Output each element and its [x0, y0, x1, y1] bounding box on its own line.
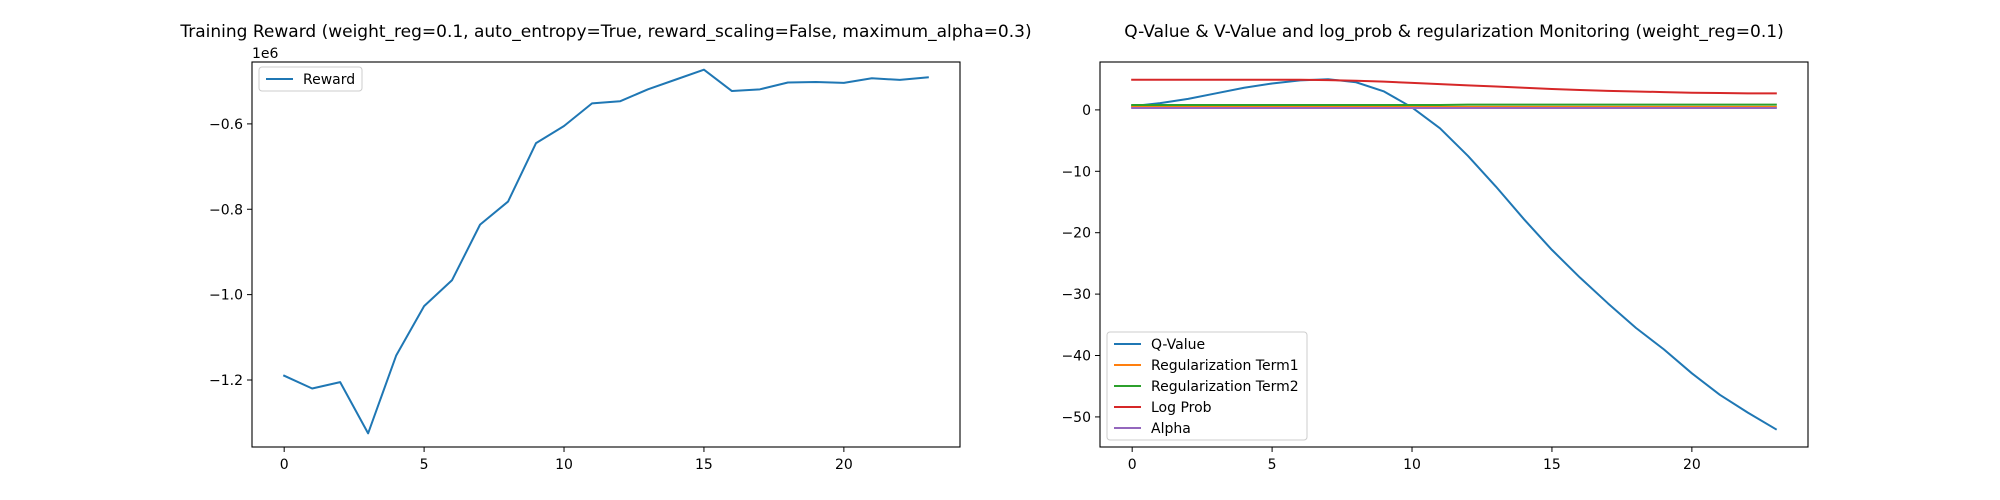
y-tick-label: −30	[1061, 287, 1091, 303]
x-tick-label: 20	[1683, 457, 1701, 473]
y-tick-label: −40	[1061, 349, 1091, 365]
legend-label-log-prob: Log Prob	[1151, 400, 1212, 416]
legend-label-alpha: Alpha	[1151, 421, 1191, 437]
x-tick-label: 5	[1268, 457, 1277, 473]
x-tick-label: 0	[280, 457, 289, 473]
y-offset-label: 1e6	[252, 46, 279, 62]
chart-title: Training Reward (weight_reg=0.1, auto_en…	[179, 22, 1031, 42]
reward-panel: 0 5 10 15 20 −1.2 −1.0 −0.8 −0.6 1e6 Training Rewa…	[179, 22, 1031, 473]
legend-label-regularization-term2: Regularization Term2	[1151, 379, 1299, 395]
y-tick-label: −1.0	[209, 288, 243, 304]
legend: Q-Value Regularization Term1 Regularizatio…	[1106, 331, 1308, 441]
series-lines	[1131, 78, 1778, 431]
series-line-log-prob	[1131, 78, 1777, 95]
x-tick-label: 0	[1128, 457, 1137, 473]
y-tick-label: 0	[1082, 103, 1091, 119]
y-tick-label: −1.2	[209, 373, 243, 389]
x-tick-label: 10	[1403, 457, 1421, 473]
y-tick-label: −0.8	[209, 202, 243, 218]
series-line-reward	[282, 68, 929, 435]
monitoring-panel: 0 5 10 15 20 0 −10 −20 −30 −40 −50 Q-Value & V-Valu…	[1061, 22, 1809, 473]
series-line-q-value	[1131, 78, 1778, 431]
legend-label-regularization-term1: Regularization Term1	[1151, 358, 1299, 374]
x-tick-label: 15	[1543, 457, 1561, 473]
x-tick-label: 15	[695, 457, 713, 473]
x-tick-label: 20	[835, 457, 853, 473]
axes-frame	[1099, 61, 1809, 448]
legend: Reward	[258, 66, 363, 92]
y-tick-label: −20	[1061, 226, 1091, 242]
x-tick-label: 10	[555, 457, 573, 473]
y-tick-label: −50	[1061, 410, 1091, 426]
chart-title: Q-Value & V-Value and log_prob & regular…	[1124, 22, 1783, 42]
x-tick-label: 5	[420, 457, 429, 473]
series-lines	[282, 68, 929, 435]
legend-label-reward: Reward	[303, 72, 355, 88]
y-tick-label: −0.6	[209, 117, 243, 133]
legend-label-q-value: Q-Value	[1151, 337, 1205, 353]
legend-box	[1106, 331, 1308, 441]
y-tick-label: −10	[1061, 164, 1091, 180]
legend-box	[258, 66, 363, 92]
axes-frame	[251, 61, 961, 448]
